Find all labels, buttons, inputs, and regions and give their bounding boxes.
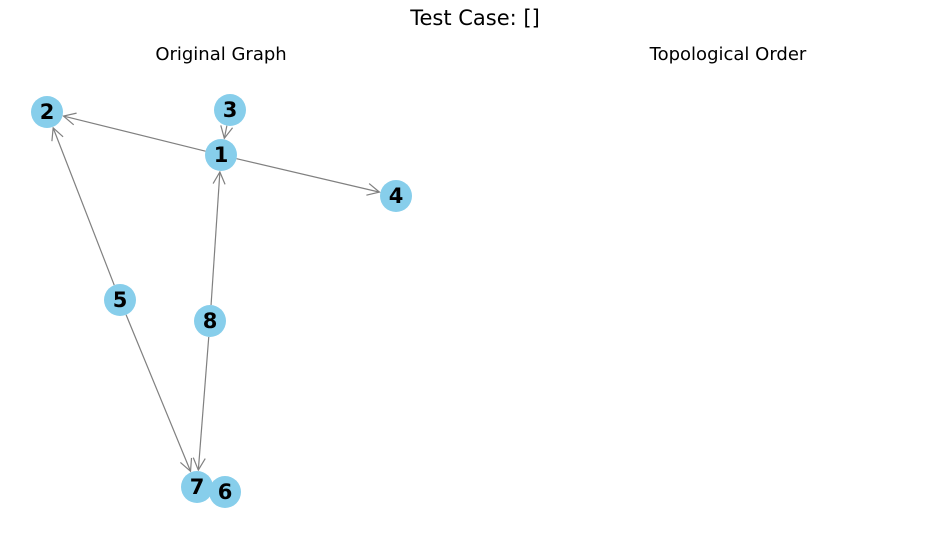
node-label-6: 6: [218, 480, 233, 504]
node-circle-2: [31, 96, 63, 128]
topological-order-title: Topological Order: [649, 44, 807, 65]
node-1: 1: [205, 139, 237, 171]
node-circle-4: [380, 180, 412, 212]
node-label-3: 3: [223, 98, 238, 122]
edge-8-to-1: [210, 172, 220, 306]
node-circle-8: [194, 305, 226, 337]
node-circle-7: [181, 471, 213, 503]
node-label-7: 7: [190, 475, 205, 499]
edge-5-to-7: [125, 314, 190, 471]
node-5: 5: [104, 284, 136, 316]
node-4: 4: [380, 180, 412, 212]
edge-8-to-7: [198, 336, 210, 470]
edges-layer: [53, 116, 379, 471]
node-label-2: 2: [40, 100, 55, 124]
original-graph-title: Original Graph: [155, 44, 287, 65]
node-circle-1: [205, 139, 237, 171]
node-3: 3: [214, 94, 246, 126]
edge-1-to-4: [236, 158, 380, 192]
node-label-1: 1: [214, 143, 229, 167]
node-label-4: 4: [389, 184, 404, 208]
topological-order-panel: [540, 80, 920, 520]
node-circle-3: [214, 94, 246, 126]
node-7: 7: [181, 471, 213, 503]
node-label-5: 5: [113, 288, 128, 312]
edge-5-to-2: [53, 128, 115, 286]
figure-title: Test Case: []: [410, 6, 540, 30]
node-label-8: 8: [203, 309, 218, 333]
node-6: 6: [209, 476, 241, 508]
node-8: 8: [194, 305, 226, 337]
node-circle-5: [104, 284, 136, 316]
edge-3-to-1: [224, 126, 227, 139]
nodes-layer: 1 2 3 4 5 67 8: [31, 94, 412, 508]
node-2: 2: [31, 96, 63, 128]
edge-1-to-2: [64, 116, 206, 152]
node-circle-6: [209, 476, 241, 508]
